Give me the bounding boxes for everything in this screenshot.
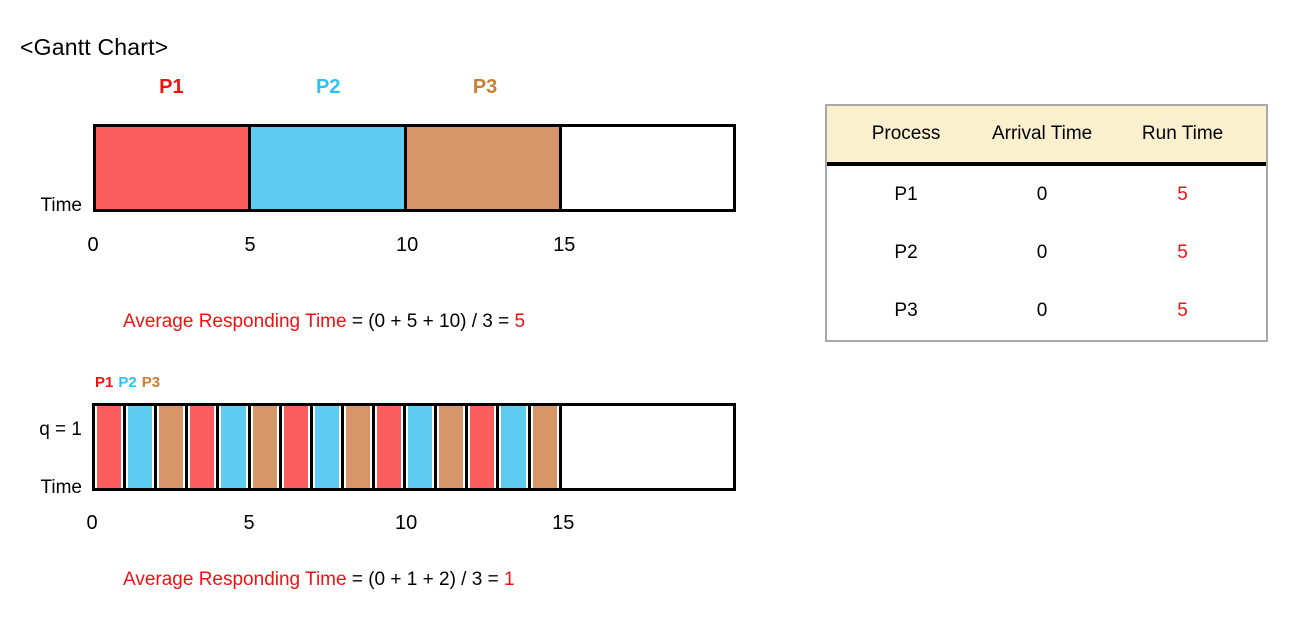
formula-expression: = (0 + 5 + 10) / 3 = [346,311,515,332]
gantt-segment-P3 [250,406,282,488]
axis-tick-5: 5 [243,512,255,534]
gantt-segment-P3 [530,406,562,488]
process-label-P2: P2 [316,76,341,98]
segment-fill [408,406,433,488]
gantt-segment-P1 [468,406,500,488]
formula-result: 5 [514,311,526,332]
cell-arrival-time: 0 [1036,184,1048,205]
segment-fill [190,406,215,488]
gantt-segment-P3 [343,406,375,488]
fcfs-average-responding-time: Average Responding Time = (0 + 5 + 10) /… [123,311,525,333]
formula-expression: = (0 + 1 + 2) / 3 = [346,569,504,590]
process-table-body: P1 0 5 P2 0 5 P3 0 5 [827,166,1266,340]
axis-tick-15: 15 [553,234,576,256]
fcfs-process-labels: P1 P2 P3 [93,76,736,104]
segment-fill [532,406,557,488]
gantt-idle-segment [562,127,733,209]
gantt-segment-P3 [437,406,469,488]
gantt-segment-P2 [251,127,407,209]
legend-label-P2: P2 [118,374,137,391]
cell-arrival-time: 0 [1036,242,1048,263]
round-robin-axis-ticks: 0 5 10 15 [86,512,736,542]
cell-arrival-time: 0 [1036,300,1048,321]
cell-process: P2 [894,242,918,263]
axis-tick-0: 0 [86,512,98,534]
process-label-P3: P3 [472,76,498,98]
legend-label-P1: P1 [95,374,114,391]
gantt-segment-P1 [281,406,313,488]
round-robin-gantt-bar [92,403,736,491]
segment-fill [97,406,122,488]
gantt-segment-P1 [374,406,407,488]
axis-tick-10: 10 [395,512,418,534]
cell-process: P1 [894,184,918,205]
gantt-segment-P3 [157,406,189,488]
formula-result: 1 [503,569,515,590]
page-title: <Gantt Chart> [20,34,169,60]
cell-run-time: 5 [1177,184,1188,205]
formula-lead: Average Responding Time [123,311,347,332]
axis-tick-15: 15 [552,512,575,534]
table-row-P2: P2 0 5 [827,224,1266,282]
gantt-segment-P2 [219,406,251,488]
segment-fill [128,406,153,488]
cell-process: P3 [894,300,918,321]
segment-fill [314,406,339,488]
process-table: Process Arrival Time Run Time P1 0 5 P2 0 5 P3… [825,104,1268,342]
segment-fill [252,406,277,488]
segment-fill [221,406,246,488]
gantt-idle-segment [561,406,733,488]
cell-run-time: 5 [1177,300,1188,321]
round-robin-time-axis-label: Time [40,477,82,498]
gantt-segment-P2 [406,406,438,488]
axis-tick-5: 5 [244,234,256,256]
round-robin-legend: P1 P2 P3 [95,374,165,391]
gantt-segment-P2 [126,406,158,488]
column-header-arrival-time: Arrival Time [991,123,1093,144]
fcfs-axis-ticks: 0 5 10 15 [87,234,737,264]
segment-fill [283,406,308,488]
column-header-run-time: Run Time [1141,123,1224,144]
segment-fill [376,406,402,488]
column-header-process: Process [871,123,941,144]
segment-fill [470,406,495,488]
segment-fill [159,406,184,488]
fcfs-gantt-bar [93,124,736,212]
process-table-header: Process Arrival Time Run Time [827,106,1266,166]
gantt-segment-P1 [188,406,220,488]
fcfs-time-axis-label: Time [40,195,82,216]
round-robin-average-responding-time: Average Responding Time = (0 + 1 + 2) / … [123,569,515,591]
process-label-P1: P1 [159,76,184,98]
gantt-segment-P1 [96,127,252,209]
formula-lead: Average Responding Time [123,569,347,590]
cell-run-time: 5 [1177,242,1188,263]
legend-label-P3: P3 [141,374,161,391]
quantum-label: q = 1 [39,419,82,440]
gantt-segment-P3 [406,127,563,209]
table-row-P1: P1 0 5 [827,166,1266,224]
table-row-P3: P3 0 5 [827,282,1266,340]
gantt-segment-P2 [312,406,344,488]
gantt-segment-P1 [95,406,127,488]
axis-tick-0: 0 [87,234,99,256]
axis-tick-10: 10 [396,234,419,256]
segment-fill [345,406,370,488]
gantt-segment-P2 [499,406,531,488]
segment-fill [439,406,464,488]
segment-fill [501,406,526,488]
